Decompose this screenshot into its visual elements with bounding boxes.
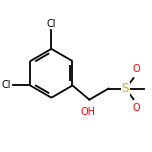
Text: Cl: Cl bbox=[47, 19, 56, 29]
Text: O: O bbox=[132, 64, 140, 74]
Text: OH: OH bbox=[81, 107, 95, 117]
Text: Cl: Cl bbox=[2, 81, 11, 90]
Text: S: S bbox=[122, 82, 129, 95]
Text: O: O bbox=[132, 103, 140, 113]
